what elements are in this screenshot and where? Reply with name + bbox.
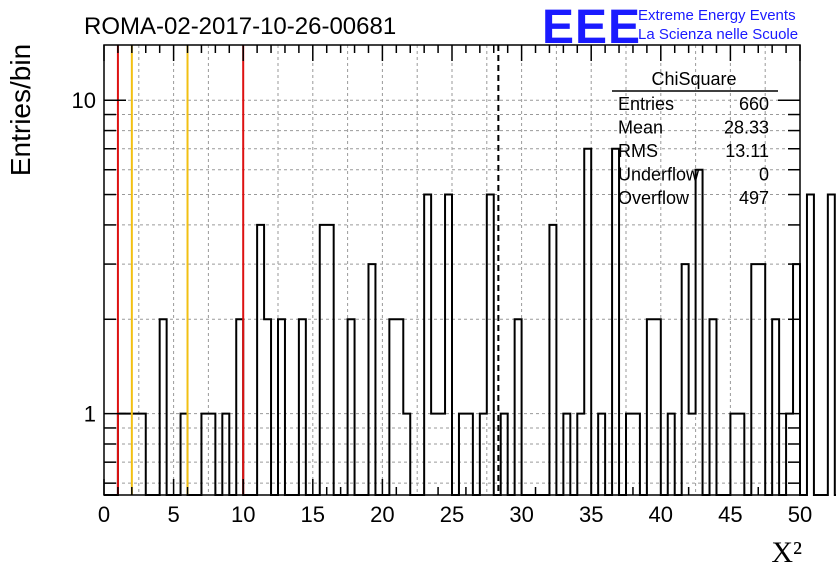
x-tick-label: 30 [509,502,533,527]
histogram-bin [160,319,167,495]
x-tick-label: 35 [579,502,603,527]
histogram-bin [480,414,487,495]
histogram-bin [459,414,466,495]
x-tick-label: 0 [98,502,110,527]
histogram-bin [737,414,744,495]
stats-label: Overflow [618,188,690,208]
histogram-bin [118,414,125,495]
stats-label: Mean [618,118,663,138]
logo-line1: Extreme Energy Events [638,7,796,24]
histogram-bin [751,264,758,495]
histogram-bin [264,319,271,495]
histogram-bin [696,170,703,495]
histogram-bin [793,264,800,495]
stats-value: 497 [739,188,769,208]
histogram-bin [654,319,661,495]
histogram-bin [201,414,208,495]
histogram-bin [772,319,779,495]
histogram-bin [125,414,132,495]
stats-value: 13.11 [725,141,769,161]
x-axis-label: X² [771,536,802,569]
histogram-bin [515,319,522,495]
histogram-bin [139,414,146,495]
x-tick-label: 45 [718,502,742,527]
histogram-bin [438,414,445,495]
histogram-bin [466,414,473,495]
y-tick-label: 10 [72,88,96,113]
histogram-bin [348,319,355,495]
histogram-bin [807,195,814,495]
histogram-bin [257,225,264,495]
chart-title: ROMA-02-2017-10-26-00681 [84,13,396,40]
x-tick-label: 20 [370,502,394,527]
x-tick-label: 40 [649,502,673,527]
histogram-bin [327,225,334,495]
histogram-bin [208,414,215,495]
histogram-bin [730,414,737,495]
stats-label: Entries [618,94,674,114]
histogram-bin [758,264,765,495]
histogram-bin [299,319,306,495]
y-axis-label: Entries/bin [5,44,36,176]
histogram-bin [689,414,696,495]
histogram-bin [431,414,438,495]
x-tick-label: 5 [167,502,179,527]
histogram-bin [222,414,229,495]
stats-label: RMS [618,141,658,161]
histogram-bin [320,225,327,495]
histogram-bin [236,319,243,495]
histogram-bin [487,195,494,495]
x-tick-label: 25 [440,502,464,527]
marker-lines [116,45,500,495]
stats-value: 660 [739,94,769,114]
histogram-bin [598,414,605,495]
y-tick-label: 1 [84,402,96,427]
histogram-bin [633,414,640,495]
histogram-bin [584,149,591,495]
histogram-bin [424,195,431,495]
histogram-bin [828,195,835,495]
histogram-bin [682,264,689,495]
histogram-series [104,147,836,496]
histogram-bin [668,414,675,495]
logo-line2: La Scienza nelle Scuole [638,26,798,43]
stats-value: 0 [759,165,769,185]
histogram-bin [501,414,508,495]
histogram-bin [577,414,584,495]
stats-value: 28.33 [724,118,769,138]
histogram-bin [396,319,403,495]
histogram-bin [181,414,188,495]
x-tick-label: 10 [231,502,255,527]
eee-logo: EEE Extreme Energy Events La Scienza nel… [542,1,798,54]
x-tick-label: 50 [788,502,812,527]
stats-box: ChiSquare Entries 660 Mean 28.33 RMS 13.11 Und… [612,69,778,208]
x-tick-label: 15 [301,502,325,527]
stats-name: ChiSquare [651,69,736,89]
stats-label: Underflow [618,165,700,185]
histogram-bin [278,319,285,495]
histogram-bin [626,414,633,495]
axis-ticks: 0 5 10 15 20 25 30 35 40 45 50 1 10 [72,45,812,527]
histogram-bin [710,319,717,495]
histogram-bin [549,225,556,495]
histogram-bin [132,414,139,495]
histogram-bin [368,264,375,495]
histogram-bin [647,319,654,495]
histogram-bin [445,195,452,495]
histogram-bin [389,319,396,495]
histogram-bin [403,414,410,495]
histogram-bin [563,414,570,495]
